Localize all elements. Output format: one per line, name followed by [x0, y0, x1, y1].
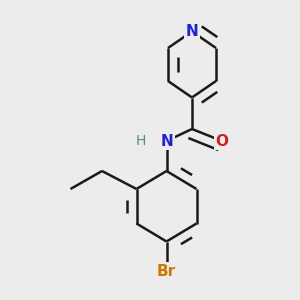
Text: N: N	[186, 24, 198, 39]
Text: O: O	[215, 134, 229, 148]
Text: Br: Br	[157, 264, 176, 279]
Text: N: N	[160, 134, 173, 148]
Text: H: H	[135, 134, 146, 148]
